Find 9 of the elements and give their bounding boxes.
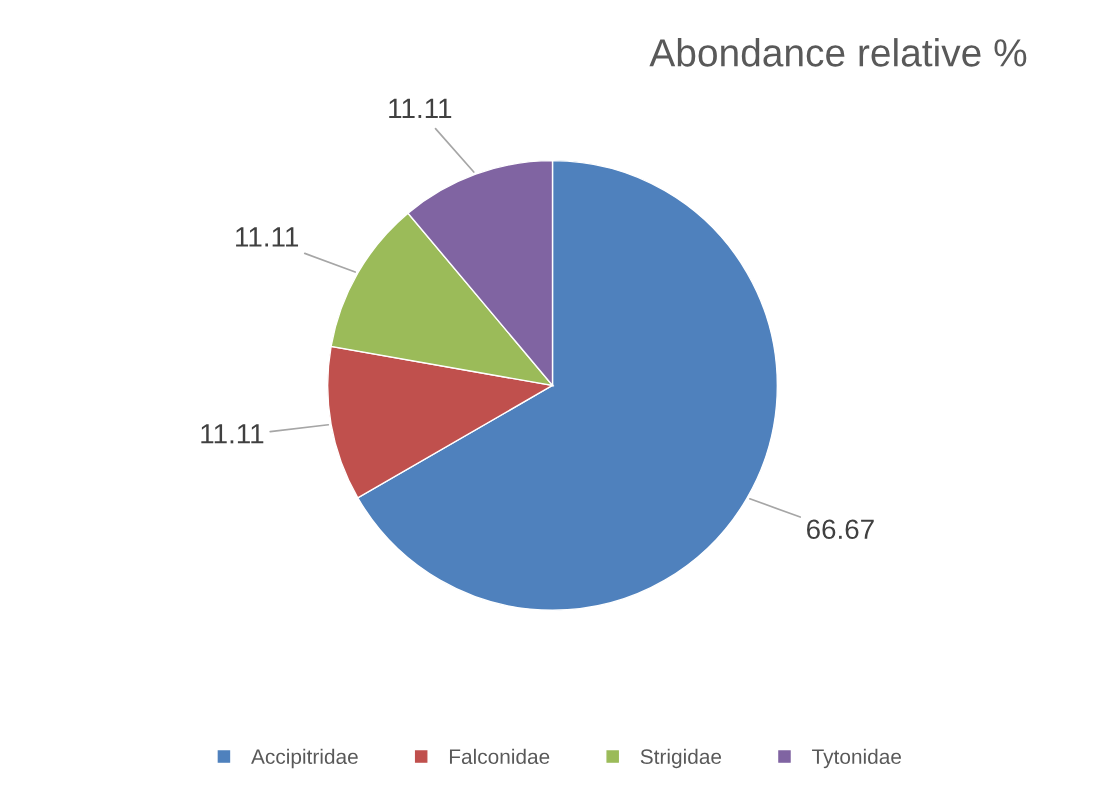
chart-title: Abondance relative % — [649, 38, 1027, 67]
legend-label: Strigidae — [640, 748, 722, 769]
data-label: 66.67 — [807, 519, 874, 540]
legend-label: Tytonidae — [812, 748, 901, 769]
data-label: 11.11 — [236, 227, 299, 247]
data-label: 11.11 — [201, 424, 264, 444]
data-label: 11.11 — [389, 98, 452, 118]
legend-label: Falconidae — [449, 748, 550, 765]
legend-label: Accipitridae — [251, 748, 358, 769]
